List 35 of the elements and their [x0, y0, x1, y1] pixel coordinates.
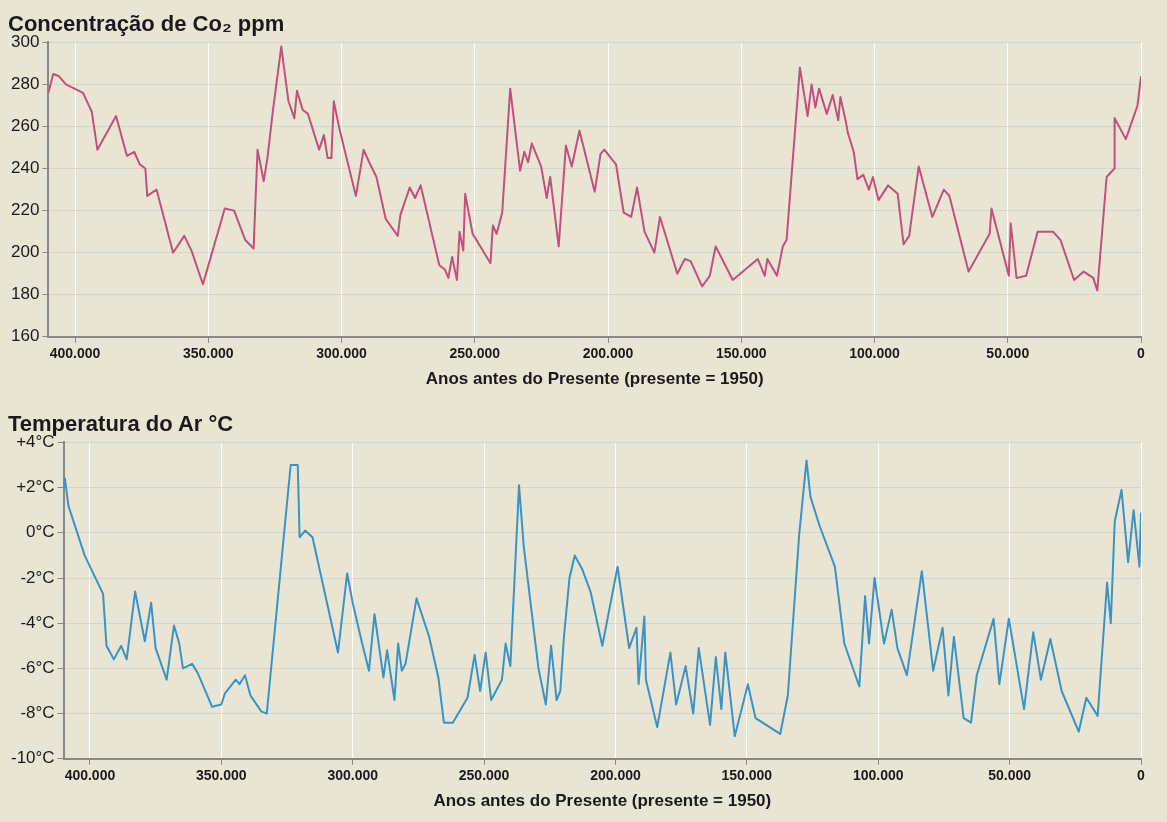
x-tick-label: 150.000 [721, 767, 773, 784]
y-tick-label: 160 [10, 326, 40, 346]
y-tick-label: -2°C [20, 567, 55, 587]
x-axis-title: Anos antes do Presente (presente = 1950) [425, 369, 764, 389]
y-tick-label: 180 [10, 284, 40, 304]
x-tick-label: 150.000 [715, 345, 767, 362]
x-tick-label: 100.000 [852, 767, 904, 784]
y-tick-label: -6°C [20, 658, 55, 678]
y-tick-label: +2°C [16, 477, 55, 497]
x-tick-label: 200.000 [590, 767, 641, 784]
x-tick-label: 200.000 [582, 345, 634, 362]
x-tick-label: 100.000 [849, 345, 901, 362]
x-tick-label: 50.000 [986, 345, 1030, 362]
x-tick-label: 0 [1137, 345, 1146, 362]
y-tick-label: 280 [10, 74, 40, 94]
y-tick-label: 200 [10, 242, 40, 262]
y-tick-label: -8°C [20, 703, 55, 723]
y-tick-label: 0°C [26, 522, 55, 542]
x-tick-label: 50.000 [988, 767, 1032, 784]
x-tick-label: 400.000 [49, 345, 101, 362]
y-tick-label: 260 [10, 116, 40, 136]
x-tick-label: 300.000 [316, 345, 368, 362]
x-tick-label: 300.000 [327, 767, 379, 784]
y-tick-label: 220 [10, 200, 40, 220]
chart-title: Temperatura do Ar °C [8, 411, 234, 437]
y-tick-label: 240 [10, 158, 40, 178]
x-tick-label: 350.000 [182, 345, 234, 362]
y-tick-label: -4°C [20, 612, 55, 632]
x-tick-label: 400.000 [64, 767, 116, 784]
y-tick-label: -10°C [10, 748, 55, 768]
x-axis-title: Anos antes do Presente (presente = 1950) [433, 791, 772, 811]
x-tick-label: 0 [1137, 767, 1146, 784]
x-tick-label: 250.000 [458, 767, 510, 784]
x-tick-label: 250.000 [449, 345, 501, 362]
x-tick-label: 350.000 [196, 767, 247, 784]
